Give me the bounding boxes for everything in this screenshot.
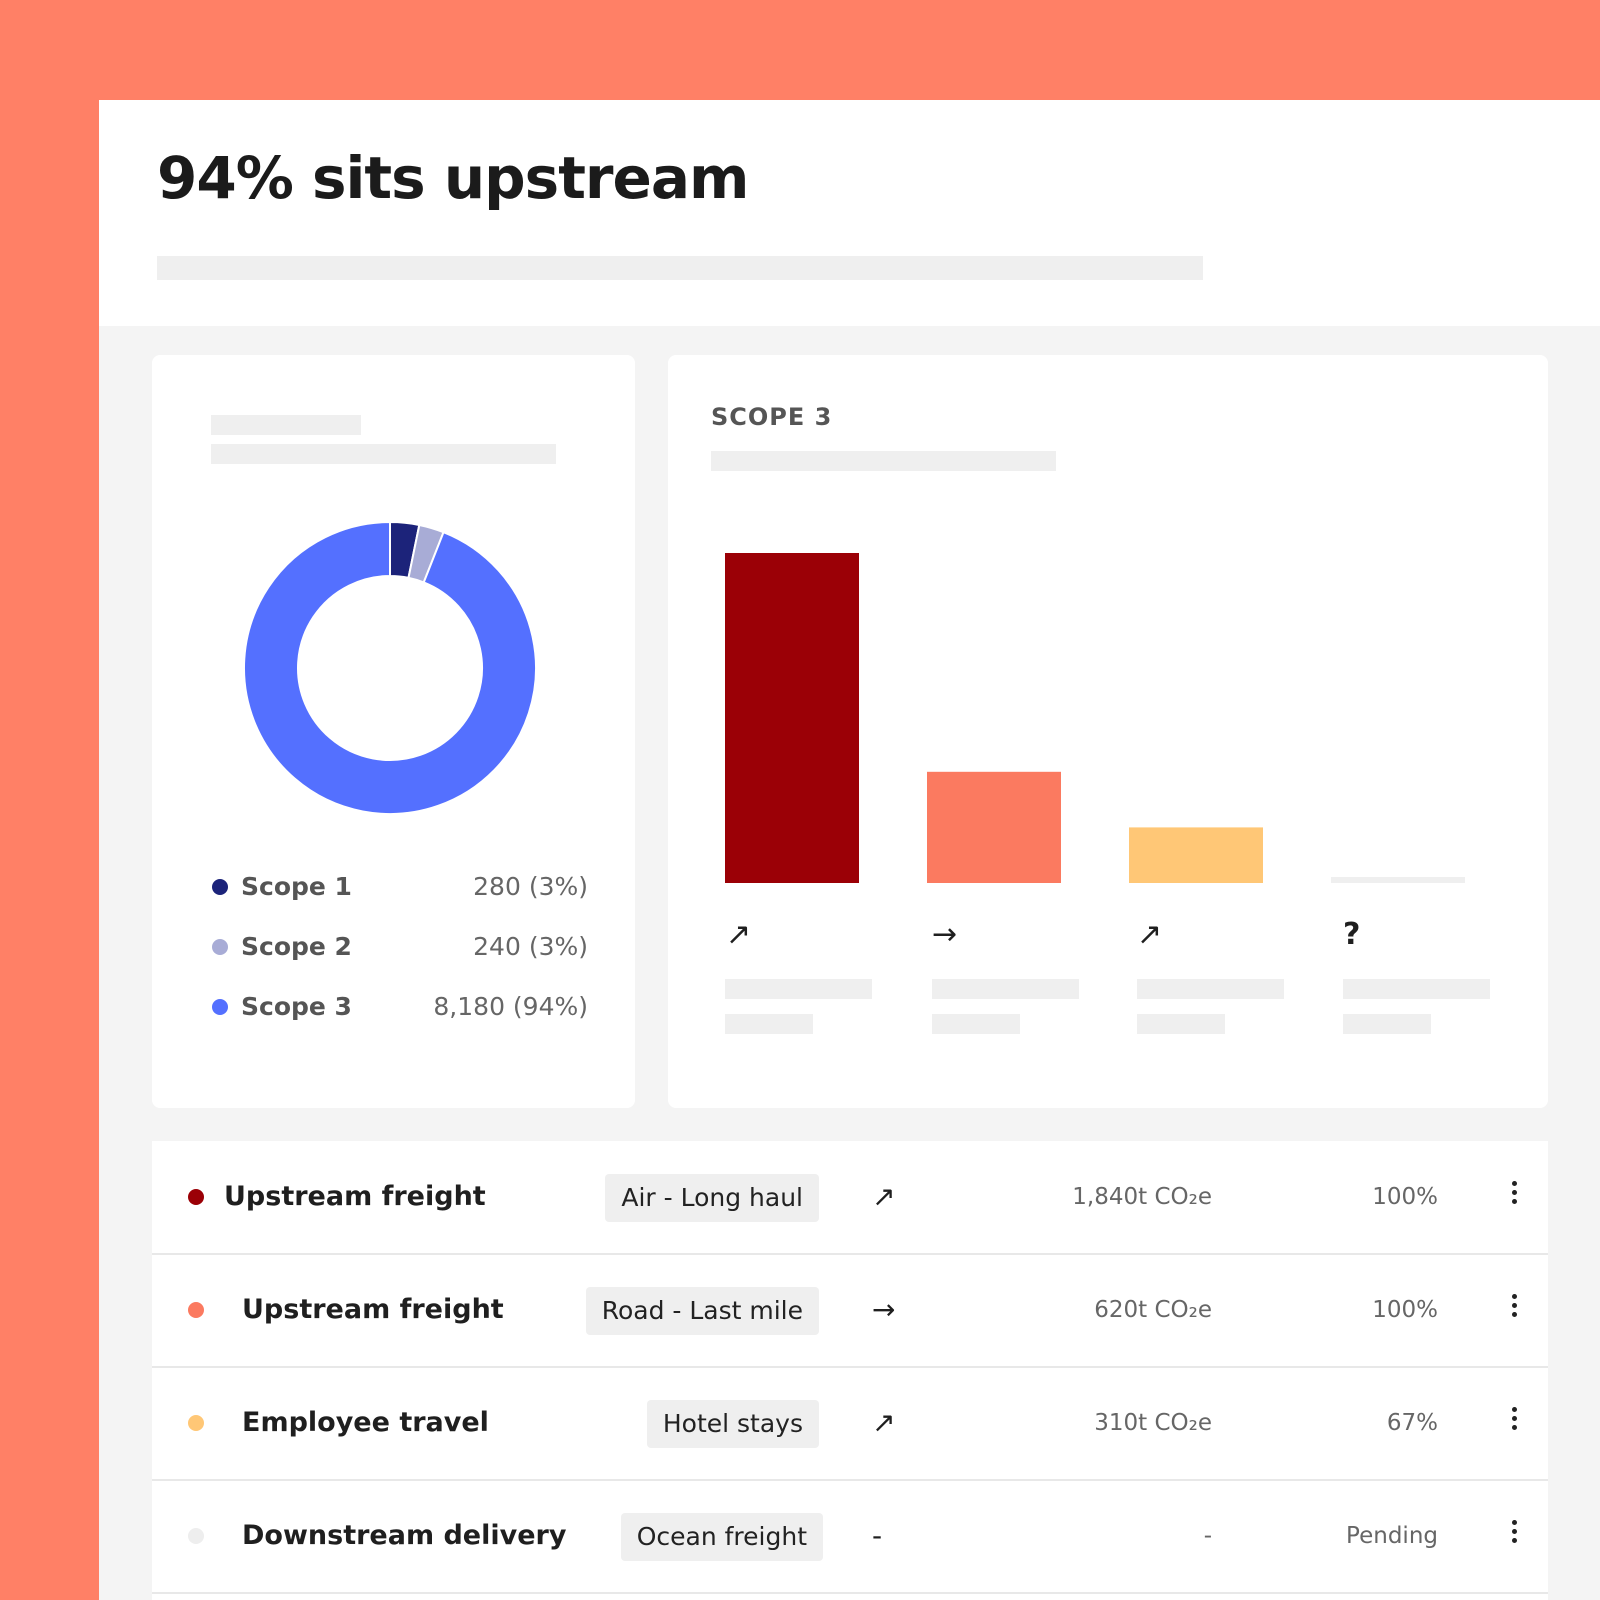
header-area: 94% sits upstream [99, 100, 1600, 326]
scope-3-breakdown-card: SCOPE 3 ↗ → ↗ ? [668, 355, 1548, 1108]
category-dot [188, 1528, 204, 1544]
scope-3-bar-chart [725, 553, 1465, 883]
legend-value: 8,180 (94%) [433, 992, 588, 1021]
north-east-arrow-icon: ↗ [872, 1406, 896, 1439]
bar-caption-placeholder [932, 979, 1079, 999]
legend-value: 280 (3%) [473, 872, 588, 901]
emissions-amount: - [1203, 1523, 1212, 1549]
data-coverage: Pending [1346, 1523, 1438, 1549]
bar-caption-placeholder [1137, 979, 1284, 999]
table-row[interactable]: Employee travel Hotel stays ↗ 310t CO₂e … [152, 1367, 1548, 1481]
card-subtitle-placeholder [211, 444, 556, 464]
donut-slice-scope-3 [242, 520, 537, 815]
bar-4[interactable] [1331, 877, 1465, 883]
more-options-icon[interactable] [1508, 1407, 1520, 1437]
east-arrow-icon: → [932, 917, 958, 952]
source-tag: Hotel stays [646, 1400, 819, 1448]
bar-caption-placeholder [1137, 1014, 1225, 1034]
legend-label: Scope 2 [241, 932, 352, 961]
donut-chart [242, 520, 537, 815]
bar-1[interactable] [725, 553, 859, 883]
category-name: Employee travel [242, 1407, 489, 1438]
category-dot [188, 1302, 204, 1318]
east-arrow-icon: → [872, 1293, 896, 1326]
more-options-icon[interactable] [1508, 1294, 1520, 1324]
legend-value: 240 (3%) [473, 932, 588, 961]
more-options-icon[interactable] [1508, 1520, 1520, 1550]
legend-dot [212, 939, 228, 955]
category-dot [188, 1415, 204, 1431]
source-tag: Road - Last mile [585, 1287, 819, 1335]
emissions-amount: 310t CO₂e [1094, 1410, 1212, 1436]
table-row[interactable]: Downstream delivery Ocean freight - - Pe… [152, 1480, 1548, 1594]
bar-caption-placeholder [1343, 979, 1490, 999]
bar-2[interactable] [927, 771, 1061, 883]
bar-caption-placeholder [932, 1014, 1020, 1034]
card-title-placeholder [211, 415, 361, 435]
table-row[interactable]: Upstream freight Air - Long haul ↗ 1,840… [152, 1141, 1548, 1255]
table-row[interactable]: Upstream freight Road - Last mile → 620t… [152, 1254, 1548, 1368]
north-east-arrow-icon: ↗ [1137, 917, 1163, 952]
north-east-arrow-icon: ↗ [872, 1180, 896, 1213]
subtitle-placeholder [157, 256, 1203, 280]
page-title: 94% sits upstream [157, 144, 749, 212]
legend-item-scope-2: Scope 2 240 (3%) [208, 925, 588, 985]
source-tag: Air - Long haul [605, 1174, 819, 1222]
bar-caption-placeholder [725, 1014, 813, 1034]
north-east-arrow-icon: ↗ [726, 917, 752, 952]
dash-icon: - [872, 1519, 883, 1552]
legend-item-scope-3: Scope 3 8,180 (94%) [208, 985, 588, 1045]
data-coverage: 100% [1372, 1184, 1438, 1210]
emissions-amount: 1,840t CO₂e [1072, 1184, 1212, 1210]
donut-legend: Scope 1 280 (3%) Scope 2 240 (3%) Scope … [208, 865, 588, 1045]
category-name: Upstream freight [242, 1294, 504, 1325]
bar-caption-placeholder [1343, 1014, 1431, 1034]
emission-sources-table: Upstream freight Air - Long haul ↗ 1,840… [152, 1141, 1548, 1600]
emissions-by-scope-card: Scope 1 280 (3%) Scope 2 240 (3%) Scope … [152, 355, 635, 1108]
more-options-icon[interactable] [1508, 1181, 1520, 1211]
emissions-amount: 620t CO₂e [1094, 1297, 1212, 1323]
bar-caption-placeholder [725, 979, 872, 999]
category-name: Upstream freight [224, 1181, 486, 1212]
category-name: Downstream delivery [242, 1520, 567, 1551]
bar-3[interactable] [1129, 827, 1263, 883]
data-coverage: 67% [1386, 1410, 1438, 1436]
card-title: SCOPE 3 [711, 403, 833, 431]
legend-label: Scope 3 [241, 992, 352, 1021]
card-subtitle-placeholder [711, 451, 1056, 471]
legend-dot [212, 879, 228, 895]
legend-item-scope-1: Scope 1 280 (3%) [208, 865, 588, 925]
legend-label: Scope 1 [241, 872, 352, 901]
data-coverage: 100% [1372, 1297, 1438, 1323]
source-tag: Ocean freight [620, 1513, 823, 1561]
legend-dot [212, 999, 228, 1015]
category-dot [188, 1189, 204, 1205]
dashboard-frame: 94% sits upstream Scope 1 280 (3%) Scope… [99, 100, 1600, 1600]
question-icon: ? [1343, 917, 1361, 952]
